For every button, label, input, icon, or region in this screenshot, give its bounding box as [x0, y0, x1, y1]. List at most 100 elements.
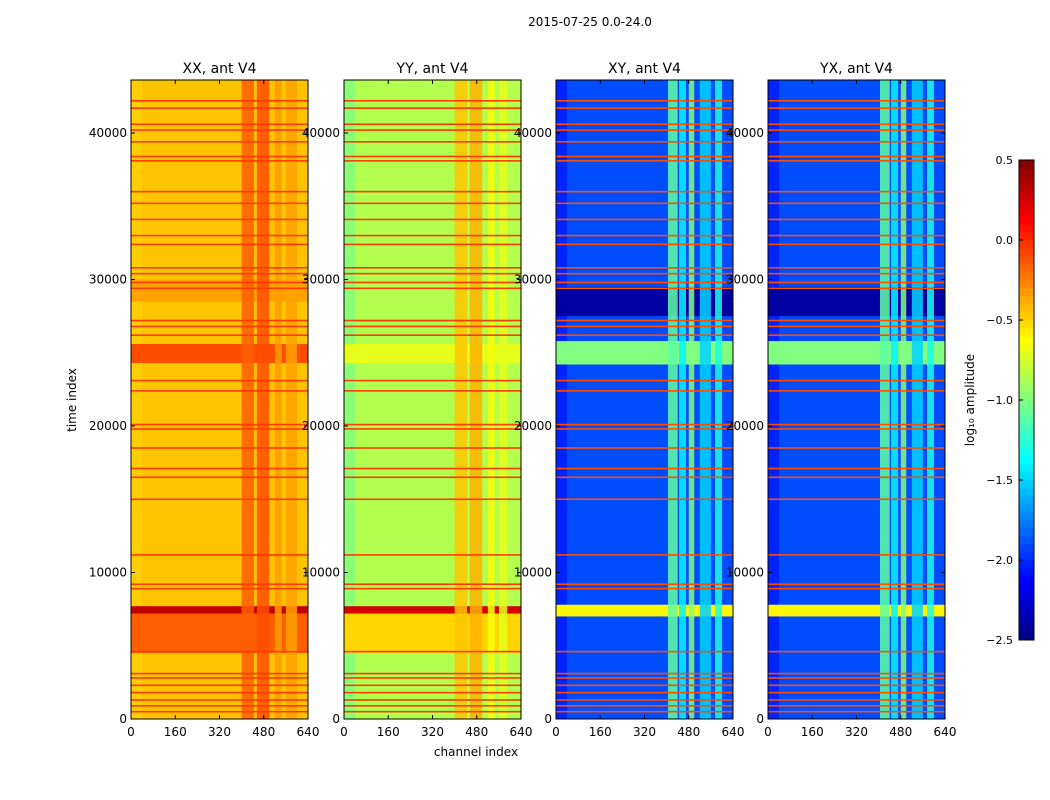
- colorbar-segment: [1019, 216, 1034, 225]
- heatmap-flagged-time-line: [556, 710, 733, 713]
- heatmap-edge-region: [344, 80, 356, 719]
- x-tick-label: 0: [127, 725, 135, 739]
- heatmap-flagged-time-line: [556, 190, 733, 193]
- heatmap-channel-feature: [679, 80, 686, 719]
- y-tick-label: 30000: [726, 273, 764, 287]
- heatmap-flagged-time-line: [768, 476, 945, 479]
- y-tick-label: 20000: [726, 419, 764, 433]
- colorbar-segment: [1019, 600, 1034, 609]
- heatmap-flagged-time-line: [768, 583, 945, 586]
- panel-title: YX, ant V4: [819, 61, 893, 77]
- x-tick-label: 480: [677, 725, 700, 739]
- y-tick-label: 0: [119, 712, 127, 726]
- colorbar-segment: [1019, 480, 1034, 489]
- heatmap-flagged-time-line: [556, 334, 733, 336]
- x-tick-label: 320: [633, 725, 656, 739]
- colorbar-segment: [1019, 528, 1034, 537]
- heatmap-flagged-time-line: [768, 234, 945, 237]
- heatmap-flagged-time-line: [131, 319, 308, 322]
- heatmap-panel-4: YX, ant V4 0 160 320 480 640 0 10000 20000 30000 4…: [726, 61, 957, 739]
- heatmap-flagged-time-line: [556, 243, 733, 246]
- x-axis-label: channel index: [434, 745, 518, 759]
- x-tick-label: 320: [845, 725, 868, 739]
- heatmap-flagged-time-line: [344, 190, 521, 193]
- colorbar-segment: [1019, 200, 1034, 209]
- heatmap-flagged-time-line: [344, 423, 521, 426]
- heatmap-flagged-time-line: [344, 202, 521, 205]
- colorbar-segment: [1019, 184, 1034, 193]
- colorbar-segment: [1019, 336, 1034, 345]
- heatmap-flagged-time-line: [344, 281, 521, 284]
- heatmap-channel-feature: [688, 80, 695, 719]
- x-tick-label: 160: [589, 725, 612, 739]
- y-tick-label: 30000: [514, 273, 552, 287]
- colorbar-segment: [1019, 352, 1034, 361]
- heatmap-flagged-time-line: [131, 334, 308, 336]
- heatmap-channel-feature: [285, 80, 297, 719]
- heatmap-flagged-time-line: [556, 428, 733, 430]
- heatmap-flagged-time-line: [556, 272, 733, 275]
- heatmap-flagged-time-line: [344, 141, 521, 143]
- colorbar-segment: [1019, 240, 1034, 249]
- heatmap-flagged-time-line: [556, 498, 733, 501]
- heatmap-flagged-time-line: [556, 423, 733, 426]
- heatmap-flagged-time-line: [131, 428, 308, 430]
- heatmap-flagged-time-line: [556, 587, 733, 590]
- heatmap-edge-region: [556, 80, 568, 719]
- heatmap-flagged-time-line: [556, 287, 733, 290]
- y-tick-label: 40000: [726, 126, 764, 140]
- colorbar-label: log₁₀ amplitude: [963, 354, 977, 446]
- colorbar-segment: [1019, 328, 1034, 337]
- heatmap-flagged-time-line: [131, 699, 308, 701]
- heatmap-channel-feature: [274, 80, 282, 719]
- panel-title: YY, ant V4: [396, 61, 469, 77]
- heatmap-flagged-time-line: [344, 334, 521, 336]
- heatmap-flagged-time-line: [344, 272, 521, 275]
- heatmap-flagged-time-line: [768, 699, 945, 701]
- y-axis-label: time index: [65, 368, 79, 432]
- heatmap-flagged-time-line: [768, 100, 945, 102]
- heatmap-flagged-time-line: [131, 107, 308, 109]
- heatmap-flagged-time-line: [344, 684, 521, 687]
- colorbar-tick-label: −0.5: [986, 314, 1013, 327]
- y-tick-label: 20000: [302, 419, 340, 433]
- heatmap-panel-3: XY, ant V4 0 160 320 480 640 0 10000 20000 30000 4…: [514, 61, 745, 739]
- heatmap-channel-feature: [900, 80, 907, 719]
- heatmap-flagged-time-line: [131, 234, 308, 237]
- heatmap-flagged-time-line: [768, 379, 945, 382]
- heatmap-flagged-time-line: [556, 705, 733, 707]
- heatmap-flagged-time-line: [131, 390, 308, 392]
- x-tick-label: 640: [297, 725, 320, 739]
- colorbar-tick-label: 0.5: [996, 154, 1014, 167]
- heatmap-panel-2: YY, ant V4 0 160 320 480 640 0 10000 20000 30000 4…: [302, 61, 533, 739]
- y-tick-label: 10000: [89, 566, 127, 580]
- heatmap-flagged-time-line: [556, 100, 733, 102]
- heatmap-flagged-time-line: [344, 100, 521, 102]
- heatmap-flagged-time-line: [768, 423, 945, 426]
- x-tick-label: 0: [340, 725, 348, 739]
- heatmap-flagged-time-line: [344, 123, 521, 126]
- heatmap-flagged-time-line: [768, 554, 945, 556]
- heatmap-flagged-time-line: [131, 129, 308, 131]
- heatmap-flagged-time-line: [556, 155, 733, 158]
- y-tick-label: 10000: [302, 566, 340, 580]
- heatmap-flagged-time-line: [344, 554, 521, 556]
- heatmap-flagged-time-line: [131, 287, 308, 290]
- heatmap-flagged-time-line: [131, 467, 308, 470]
- heatmap-flagged-time-line: [344, 267, 521, 269]
- colorbar-segment: [1019, 272, 1034, 281]
- x-tick-label: 160: [801, 725, 824, 739]
- colorbar-tick-label: −1.0: [986, 394, 1013, 407]
- colorbar-segment: [1019, 344, 1034, 353]
- heatmap-flagged-time-line: [344, 699, 521, 701]
- heatmap-flagged-time-line: [131, 650, 308, 653]
- heatmap-flagged-time-line: [344, 155, 521, 158]
- colorbar-segment: [1019, 520, 1034, 529]
- heatmap-flagged-time-line: [768, 447, 945, 449]
- heatmap-flagged-time-line: [344, 234, 521, 237]
- heatmap-channel-feature: [498, 80, 508, 719]
- heatmap-panel-1: XX, ant V4 0 160 320 480 640 0 10000 20000 30000 4…: [89, 61, 320, 739]
- heatmap-flagged-time-line: [768, 334, 945, 336]
- heatmap-flagged-time-line: [131, 243, 308, 246]
- y-tick-label: 20000: [514, 419, 552, 433]
